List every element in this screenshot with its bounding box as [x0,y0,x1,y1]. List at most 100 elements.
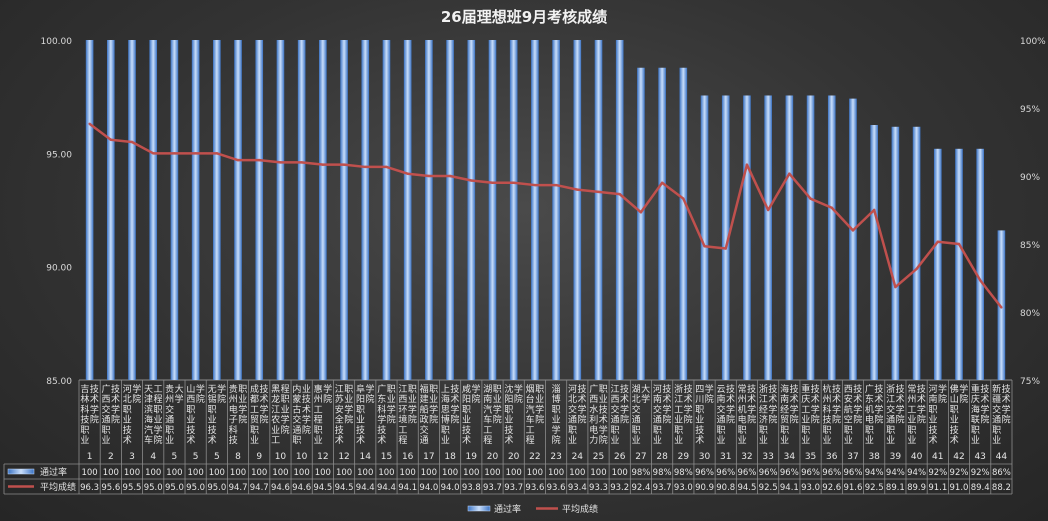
category-rank-label: 19 [466,452,478,462]
table-cell-average: 91.1 [928,483,947,493]
right-axis-tick-label: 90% [1020,173,1040,183]
legend-key-pass-rate [467,505,491,512]
category-rank-label: 26 [614,452,626,462]
category-label: 江苏安全技术职业学院 [335,384,354,446]
table-cell-pass-rate: 94% [907,468,926,478]
table-cell-average: 93.4 [568,483,587,493]
category-label: 重庆工业职业技术学院 [801,383,820,446]
category-rank-label: 16 [402,452,414,462]
line-point [173,152,176,155]
line-point [109,138,113,141]
bar [509,40,518,380]
table-cell-average: 94.7 [250,483,269,493]
category-rank-label: 24 [572,452,584,462]
table-cell-pass-rate: 100 [124,468,140,478]
table-cell-pass-rate: 100 [103,468,119,478]
table-cell-pass-rate: 100 [612,468,628,478]
table-cell-pass-rate: 100 [315,468,331,478]
table-cell-average: 95.0 [165,483,184,493]
category-rank-label: 20 [487,452,499,462]
table-cell-pass-rate: 94% [865,468,884,478]
table-cell-average: 93.8 [462,483,481,493]
legend-label-pass-rate: 通过率 [494,503,521,515]
bar [700,95,709,380]
bar [382,40,391,380]
line-point [809,197,812,200]
table-cell-average: 95.0 [186,483,205,493]
line-point [533,183,537,187]
table-cell-pass-rate: 96% [759,468,778,478]
bar [319,40,327,380]
line-point [152,152,155,155]
line-point [554,183,558,187]
table-cell-pass-rate: 100 [357,468,373,478]
category-rank-label: 42 [953,452,964,462]
category-label: 咸阳职业技术学院 [462,383,481,446]
table-cell-pass-rate: 100 [145,468,161,478]
category-rank-label: 12 [338,452,349,462]
table-cell-average: 90.8 [716,483,735,493]
category-label: 杭州科技职业技术学院 [823,383,842,446]
bar [721,95,730,380]
average-score-line [88,122,1003,309]
bar [764,95,772,380]
bar [340,40,348,380]
table-cell-pass-rate: 96% [780,468,799,478]
category-label: 贵州电子科技职业学院 [229,383,248,446]
category-label: 贵州交通职业大学 [165,383,184,446]
line-point [236,158,240,162]
table-cell-average: 93.3 [589,483,608,493]
table-cell-pass-rate: 100 [166,468,182,478]
line-point [321,163,325,166]
table-cell-average: 94.1 [398,483,417,493]
table-cell-pass-rate: 100 [251,468,267,478]
table-cell-pass-rate: 100 [378,468,394,478]
right-axis-tick-label: 100% [1020,37,1046,47]
category-rank-label: 34 [784,452,796,462]
table-row-key-pass-rate [7,468,35,475]
line-point [279,161,282,164]
category-label: 湖北交通职业大学 [632,383,651,446]
line-point [618,192,621,196]
category-label: 吉林科技职业技术学院 [80,383,99,446]
category-rank-label: 30 [699,452,711,462]
category-rank-label: 38 [868,452,880,462]
category-rank-label: 4 [150,452,156,462]
right-axis-tick-label: 95% [1020,105,1040,115]
category-rank-label: 5 [193,452,199,462]
category-label: 四川职业技术学院 [695,383,714,446]
table-cell-average: 94.5 [737,483,756,493]
bar [467,40,476,380]
table-cell-pass-rate: 100 [442,468,458,478]
table-cell-pass-rate: 92% [971,468,990,478]
category-rank-label: 15 [381,452,392,462]
line-point [576,188,579,191]
bar [213,40,221,380]
left-axis-tick-label: 90.00 [46,264,72,274]
table-cell-pass-rate: 98% [653,468,672,478]
table-row-header-pass-rate: 通过率 [40,466,67,478]
category-rank-label: 39 [890,452,902,462]
bar [658,67,666,380]
line-point [915,267,918,271]
table-cell-pass-rate: 96% [716,468,735,478]
table-cell-pass-rate: 96% [822,468,841,478]
bar [276,40,285,380]
table-cell-average: 92.5 [759,483,778,493]
category-label: 浙江交通职业技术学院 [886,383,905,446]
category-rank-label: 43 [974,452,985,462]
table-cell-average: 92.4 [631,483,650,493]
category-rank-label: 33 [762,452,773,462]
category-rank-label: 17 [423,452,434,462]
line-point [215,152,219,155]
category-label: 广西交通职业技术学院 [102,383,121,446]
line-point [978,279,982,282]
category-rank-label: 8 [235,452,241,462]
bar [594,40,603,380]
right-axis-tick-label: 80% [1020,309,1040,319]
line-point [830,206,833,209]
category-rank-label: 18 [444,452,456,462]
line-point [639,211,643,214]
table-cell-pass-rate: 96% [695,468,714,478]
category-label: 浙江工业职业技术学院 [674,383,693,446]
